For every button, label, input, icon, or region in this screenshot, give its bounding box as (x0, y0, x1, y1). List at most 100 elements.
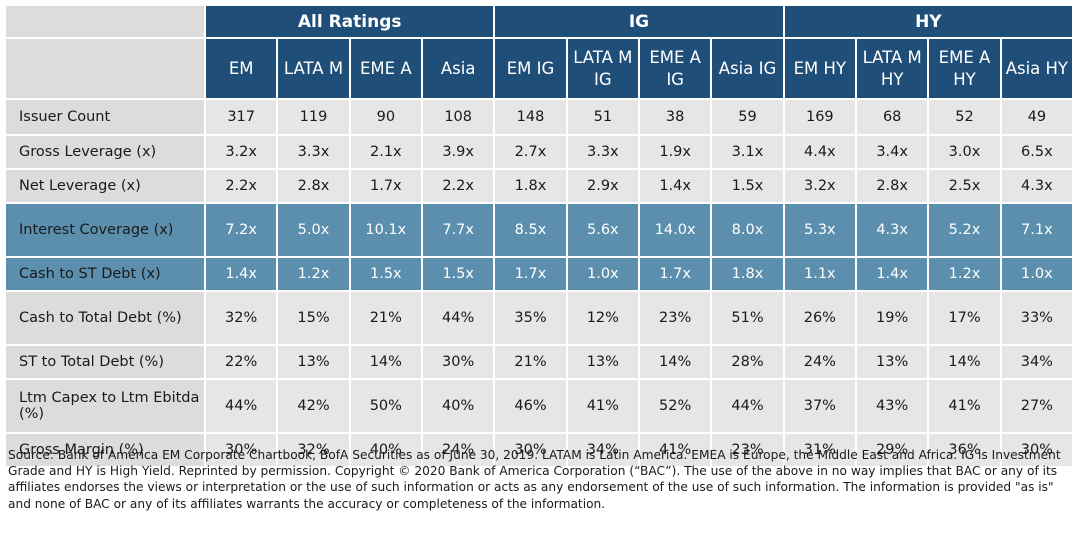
table-cell: 1.7x (637, 256, 713, 292)
table-cell: 49 (999, 98, 1075, 136)
table-cell: 15% (276, 290, 351, 346)
table-cell: 1.2x (927, 256, 1002, 292)
table-cell: 30% (203, 432, 279, 468)
table-cell: 30% (493, 432, 568, 468)
group-hy: HY (782, 4, 1075, 39)
table-cell: 13% (854, 344, 930, 380)
corner-cell (4, 37, 206, 100)
table-cell: 52% (637, 378, 713, 434)
table-cell: 36% (927, 432, 1002, 468)
table-cell: 2.8x (276, 168, 351, 204)
table-cell: 1.7x (493, 256, 568, 292)
table-cell: 68 (854, 98, 930, 136)
col-header: Asia HY (999, 37, 1075, 100)
table-cell: 33% (999, 290, 1075, 346)
table-cell: 17% (927, 290, 1002, 346)
table-cell: 43% (854, 378, 930, 434)
table-cell: 317 (203, 98, 279, 136)
table-cell: 4.3x (854, 202, 930, 258)
table-cell: 7.2x (203, 202, 279, 258)
table-cell: 1.1x (782, 256, 858, 292)
col-header: EM (203, 37, 279, 100)
table-cell: 41% (565, 378, 640, 434)
col-header: LATA M IG (565, 37, 640, 100)
row-label: ST to Total Debt (%) (4, 344, 206, 380)
col-header: EME A IG (637, 37, 713, 100)
table-cell: 1.0x (999, 256, 1075, 292)
table-cell: 40% (348, 432, 423, 468)
metrics-table: All Ratings IG HY EM LATA M EME A Asia E… (4, 4, 1075, 468)
row-label: Cash to ST Debt (x) (4, 256, 206, 292)
table-cell: 3.4x (854, 134, 930, 170)
col-header: EME A HY (927, 37, 1002, 100)
col-header: LATA M HY (854, 37, 930, 100)
table-cell: 7.1x (999, 202, 1075, 258)
col-header: Asia (420, 37, 496, 100)
table-cell: 3.3x (565, 134, 640, 170)
table-cell: 38 (637, 98, 713, 136)
table-cell: 1.4x (854, 256, 930, 292)
table-cell: 51 (565, 98, 640, 136)
table-cell: 14% (927, 344, 1002, 380)
table-cell: 1.4x (637, 168, 713, 204)
row-label: Gross Leverage (x) (4, 134, 206, 170)
table-cell: 37% (782, 378, 858, 434)
table-cell: 2.8x (854, 168, 930, 204)
table-row: ST to Total Debt (%) 22% 13% 14% 30% 21% 13% 14… (4, 344, 1075, 380)
table-cell: 2.2x (203, 168, 279, 204)
table-cell: 13% (565, 344, 640, 380)
table-cell: 26% (782, 290, 858, 346)
row-label: Cash to Total Debt (%) (4, 290, 206, 346)
table-cell: 14% (348, 344, 423, 380)
table-cell: 13% (276, 344, 351, 380)
table-row: Gross Margin (%) 30% 32% 40% 24% 30% 34% 41% 23%… (4, 432, 1075, 468)
table-row: Cash to ST Debt (x) 1.4x 1.2x 1.5x 1.5x 1.7x 1… (4, 256, 1075, 292)
table-cell: 2.5x (927, 168, 1002, 204)
table-cell: 32% (203, 290, 279, 346)
table-cell: 119 (276, 98, 351, 136)
table-cell: 34% (565, 432, 640, 468)
row-label: Net Leverage (x) (4, 168, 206, 204)
table-cell: 2.9x (565, 168, 640, 204)
source-note: Source: Bank of America EM Corporate Cha… (8, 448, 1061, 511)
table-cell: 1.8x (710, 256, 785, 292)
row-label: Ltm Capex to Ltm Ebitda (%) (4, 378, 206, 434)
table-row: Gross Leverage (x) 3.2x 3.3x 2.1x 3.9x 2.7x 3.… (4, 134, 1075, 170)
table-cell: 14.0x (637, 202, 713, 258)
table-cell: 1.0x (565, 256, 640, 292)
table-cell: 14% (637, 344, 713, 380)
table-cell: 4.4x (782, 134, 858, 170)
corner-cell (4, 4, 206, 39)
table-cell: 1.5x (710, 168, 785, 204)
table-cell: 3.2x (782, 168, 858, 204)
table-cell: 3.9x (420, 134, 496, 170)
table-body: Issuer Count 317 119 90 108 148 51 38 59 169 68 52 4… (4, 98, 1075, 468)
table-cell: 4.3x (999, 168, 1075, 204)
table-cell: 30% (999, 432, 1075, 468)
table-cell: 3.3x (276, 134, 351, 170)
table-cell: 90 (348, 98, 423, 136)
table-cell: 1.2x (276, 256, 351, 292)
table-cell: 3.0x (927, 134, 1002, 170)
table-cell: 2.7x (493, 134, 568, 170)
table-cell: 8.0x (710, 202, 785, 258)
table-cell: 44% (420, 290, 496, 346)
table-cell: 1.4x (203, 256, 279, 292)
col-header: LATA M (276, 37, 351, 100)
group-all-ratings: All Ratings (203, 4, 496, 39)
table-cell: 32% (276, 432, 351, 468)
table-cell: 21% (348, 290, 423, 346)
table-cell: 29% (854, 432, 930, 468)
table-cell: 40% (420, 378, 496, 434)
table-cell: 1.8x (493, 168, 568, 204)
table-cell: 12% (565, 290, 640, 346)
table-cell: 148 (493, 98, 568, 136)
col-header: EM IG (493, 37, 568, 100)
row-label: Gross Margin (%) (4, 432, 206, 468)
table-cell: 24% (420, 432, 496, 468)
table-cell: 34% (999, 344, 1075, 380)
col-header: Asia IG (710, 37, 785, 100)
col-header: EME A (348, 37, 423, 100)
row-label: Interest Coverage (x) (4, 202, 206, 258)
table-cell: 41% (637, 432, 713, 468)
